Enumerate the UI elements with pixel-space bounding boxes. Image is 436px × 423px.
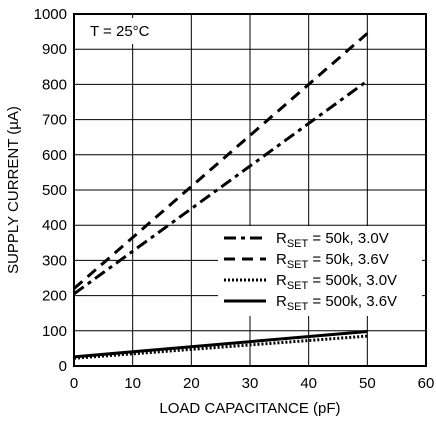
x-tick-label: 0 [70, 375, 78, 392]
y-tick-label: 100 [42, 323, 67, 340]
y-tick-label: 400 [42, 217, 67, 234]
tick-labels: 0 10 20 30 40 50 60010020030040050060070080090… [34, 6, 435, 392]
y-tick-label: 0 [59, 358, 67, 375]
y-axis-label: SUPPLY CURRENT (µA) [5, 106, 22, 274]
y-tick-label: 300 [42, 252, 67, 269]
x-tick-label: 20 [183, 375, 200, 392]
x-tick-label: 30 [242, 375, 259, 392]
x-tick-label: 40 [300, 375, 317, 392]
series-line-3 [73, 334, 368, 360]
grid [74, 14, 426, 366]
y-tick-label: 800 [42, 76, 67, 93]
x-tick-label: 60 [418, 375, 435, 392]
x-tick-label: 10 [124, 375, 141, 392]
y-tick-label: 500 [42, 182, 67, 199]
series-line-4 [73, 330, 368, 359]
legend-label-4: RSET = 500k, 3.6V [276, 293, 397, 313]
y-tick-label: 900 [42, 41, 67, 58]
y-tick-label: 1000 [34, 6, 67, 23]
y-tick-label: 600 [42, 147, 67, 164]
series-line-2 [73, 32, 369, 290]
legend-label-2: RSET = 50k, 3.6V [276, 251, 389, 271]
legend-label-3: RSET = 500k, 3.0V [276, 272, 397, 292]
y-tick-label: 200 [42, 288, 67, 305]
x-axis-label: LOAD CAPACITANCE (pF) [159, 400, 340, 417]
plot-frame [73, 13, 427, 367]
x-tick-label: 50 [359, 375, 376, 392]
series-line-1 [73, 79, 369, 296]
legend-label-1: RSET = 50k, 3.0V [276, 230, 389, 250]
temperature-annotation: T = 25°C [90, 23, 150, 40]
y-tick-label: 700 [42, 112, 67, 129]
annotation-background [80, 18, 170, 44]
series-lines [73, 32, 369, 360]
